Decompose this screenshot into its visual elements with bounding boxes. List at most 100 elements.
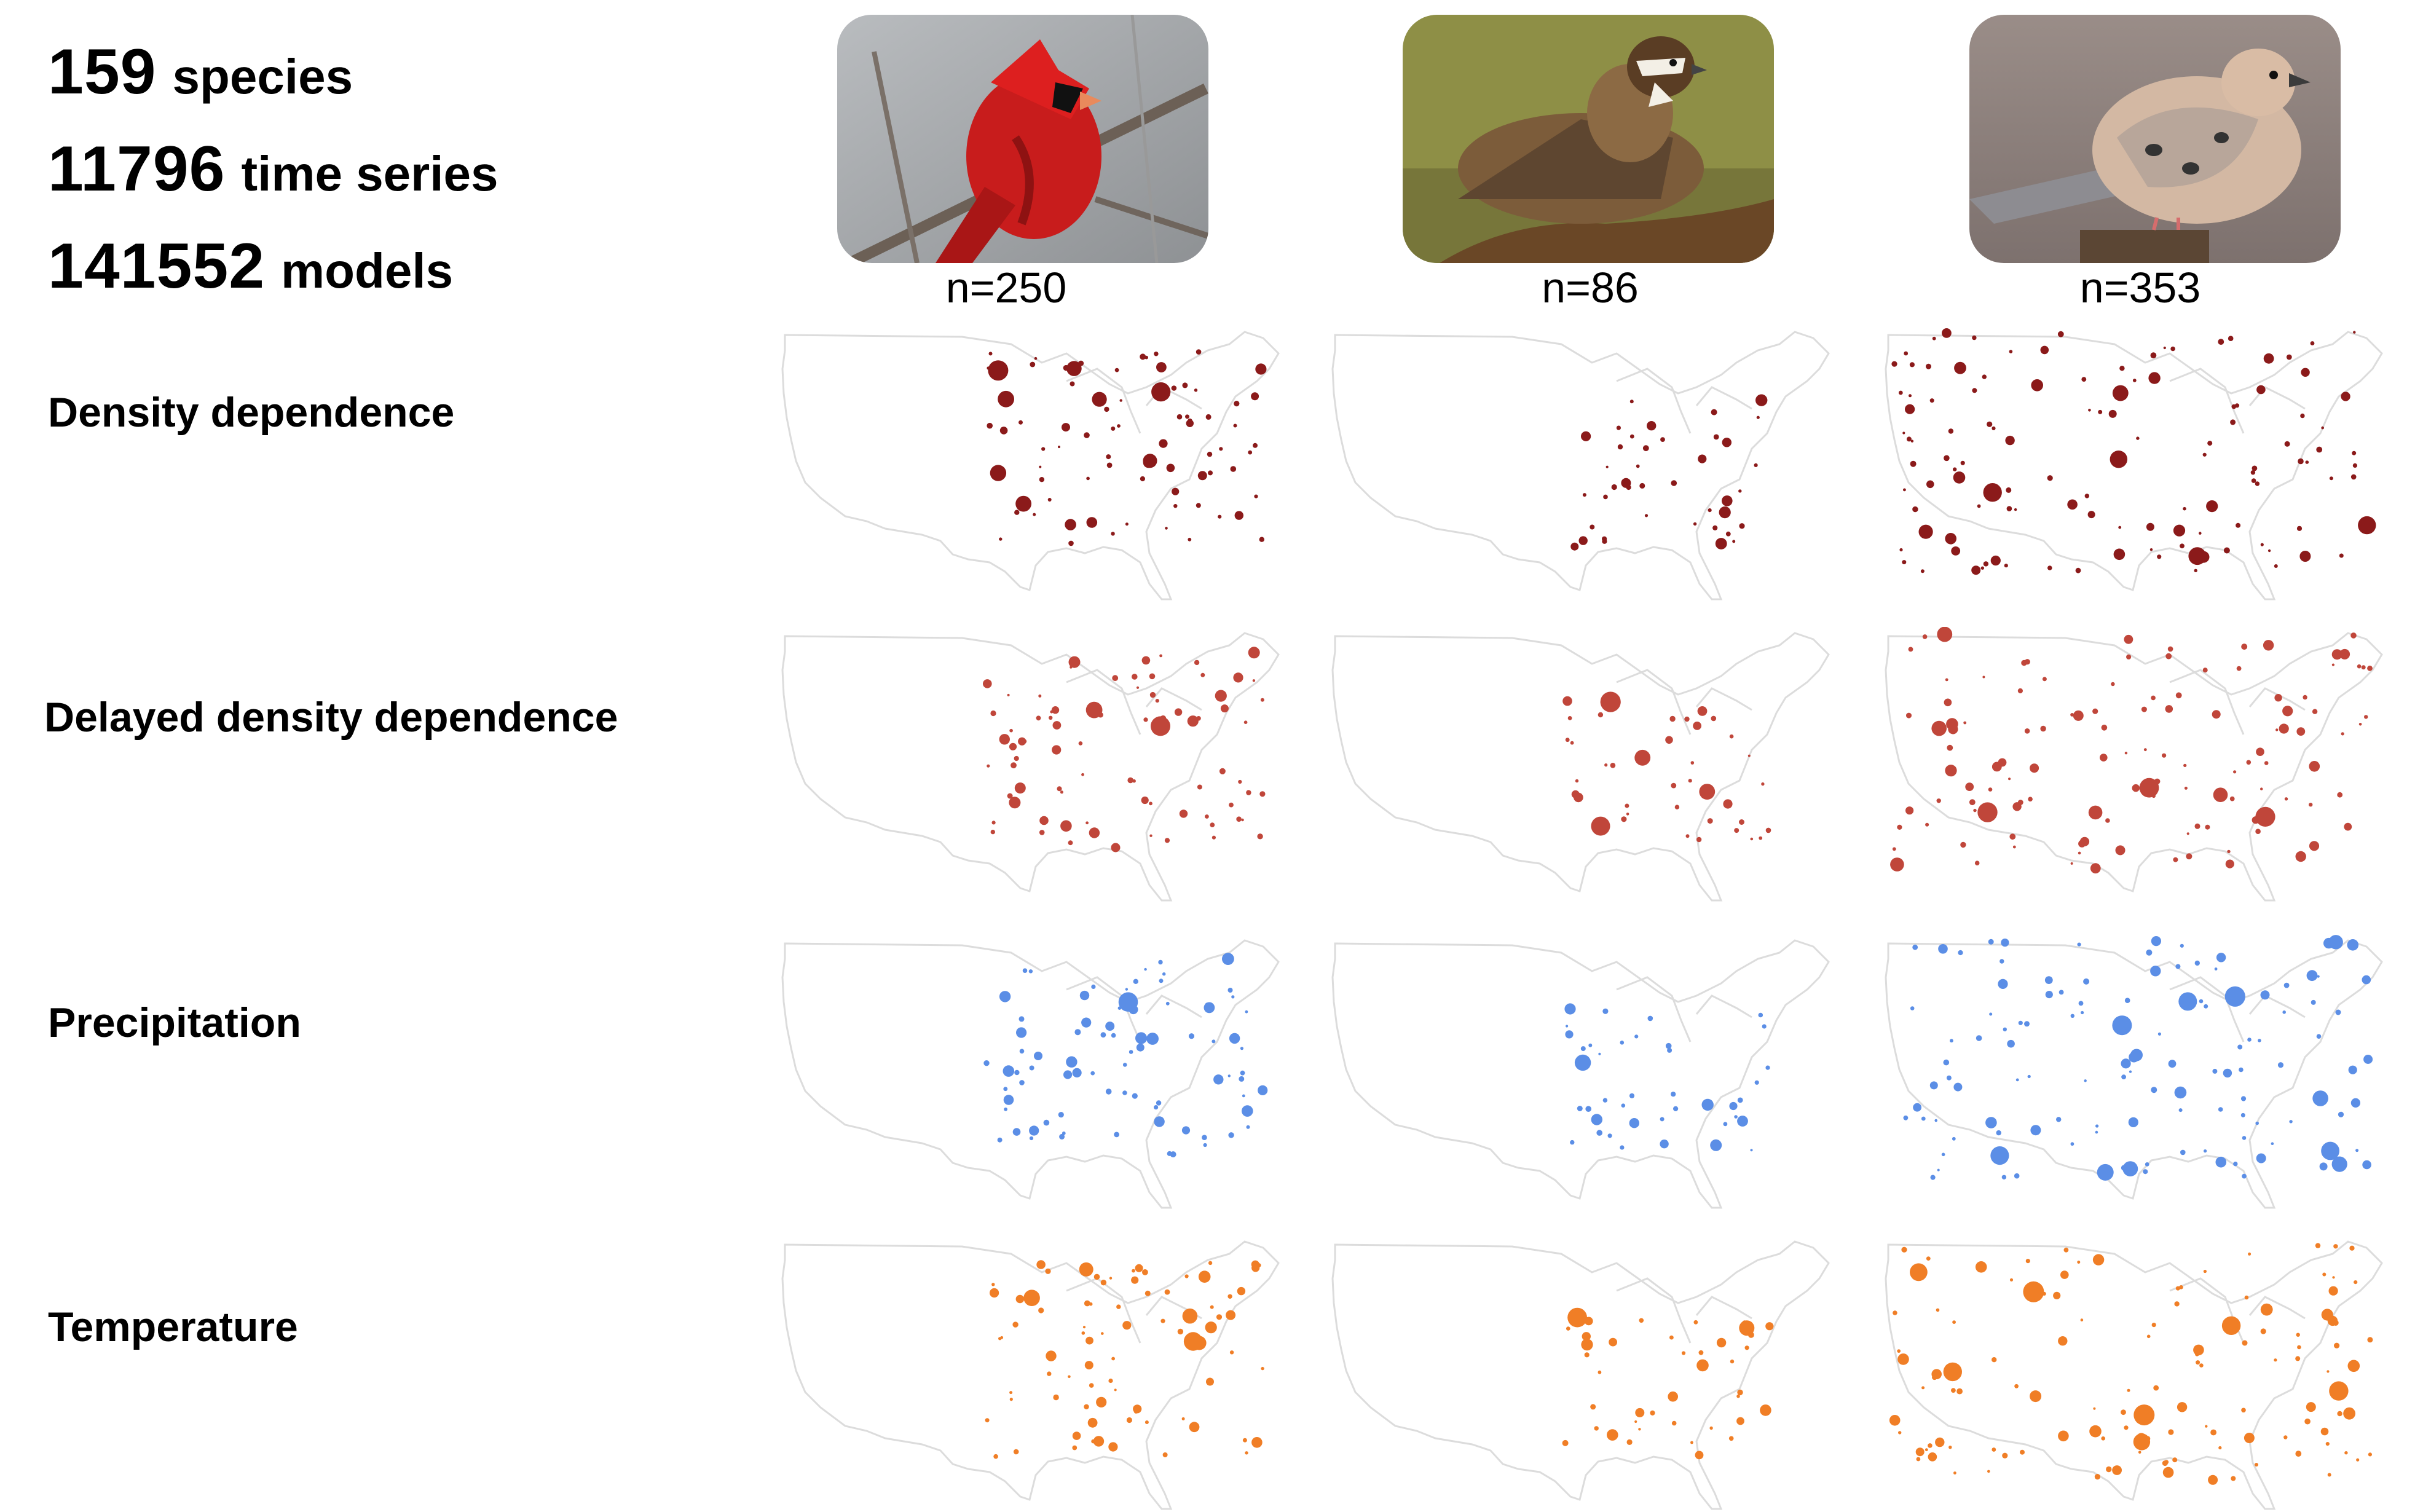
site-dot	[1999, 959, 2004, 964]
site-dot	[1093, 1436, 1105, 1447]
site-dot	[1228, 1132, 1234, 1138]
site-dot	[1081, 773, 1084, 776]
site-dot	[1598, 712, 1604, 718]
site-dot	[2063, 1247, 2069, 1253]
site-dot	[1243, 720, 1248, 724]
site-dot	[1167, 1151, 1172, 1156]
site-dot	[1948, 1446, 1952, 1449]
site-dot	[1229, 802, 1234, 808]
site-dot	[2045, 991, 2053, 999]
site-dot	[1106, 454, 1111, 460]
site-dot	[1014, 755, 1019, 762]
species-count: 159 species	[48, 36, 498, 133]
site-dot	[2078, 851, 2081, 855]
site-dot	[1084, 1361, 1093, 1370]
site-dot	[2341, 732, 2344, 736]
site-dot	[1729, 734, 1734, 739]
site-dot	[2024, 1021, 2030, 1027]
site-dot	[2070, 1142, 2074, 1146]
site-dot	[2053, 1291, 2061, 1299]
site-dot	[2256, 1153, 2266, 1164]
site-dot	[1155, 699, 1159, 703]
site-dot	[1181, 1126, 1191, 1135]
site-dot	[1208, 470, 1213, 476]
site-dot	[2255, 1121, 2259, 1125]
site-dot	[2328, 1286, 2338, 1296]
site-dot	[2282, 1010, 2286, 1014]
site-dot	[2286, 354, 2292, 360]
site-dot	[1111, 843, 1121, 852]
site-dot	[1697, 706, 1708, 716]
site-dot	[1009, 742, 1017, 750]
site-dot	[1909, 362, 1915, 368]
site-dot	[2260, 787, 2263, 790]
site-dot	[1164, 838, 1170, 843]
site-dot	[2014, 1173, 2020, 1179]
site-dot	[1151, 716, 1170, 736]
site-dot	[1629, 1118, 1639, 1128]
site-dot	[2239, 1067, 2244, 1073]
site-dot	[1992, 1447, 1996, 1452]
site-dot	[2202, 667, 2208, 673]
site-dot	[1143, 457, 1154, 468]
map-dove-density	[1881, 326, 2397, 602]
site-dot	[1012, 1128, 1021, 1136]
site-dot	[1696, 837, 1702, 843]
site-dot	[2354, 1280, 2358, 1285]
site-dot	[1238, 779, 1242, 784]
site-dot	[1192, 1336, 1207, 1350]
site-dot	[1078, 741, 1083, 746]
map-quail-temperature	[1328, 1235, 1844, 1512]
site-dot	[2132, 379, 2137, 382]
site-dot	[1762, 1024, 1767, 1029]
site-dot	[1937, 1168, 1940, 1171]
site-dot	[2223, 547, 2230, 554]
site-dot	[2221, 1316, 2241, 1335]
site-dot	[2004, 564, 2008, 568]
site-dot	[1009, 728, 1013, 733]
site-dot	[2368, 1452, 2372, 1457]
site-dot	[1226, 1310, 1236, 1320]
site-dot	[2295, 1356, 2301, 1361]
site-dot	[1108, 1378, 1113, 1384]
site-dot	[2271, 1142, 2274, 1145]
site-dot	[1603, 494, 1608, 500]
site-dot	[2067, 499, 2078, 510]
site-dot	[1207, 451, 1213, 457]
site-dot	[1671, 1092, 1676, 1097]
site-dot	[1671, 1420, 1677, 1426]
quail-photo	[1403, 15, 1774, 263]
site-dot	[1146, 1033, 1159, 1045]
site-dot	[1693, 522, 1697, 526]
site-dot	[2014, 1384, 2019, 1388]
site-dot	[1173, 504, 1178, 508]
site-dot	[2112, 1465, 2122, 1475]
site-dot	[1205, 414, 1212, 420]
site-dot	[2362, 975, 2371, 985]
site-dot	[1906, 436, 1912, 442]
site-dot	[987, 366, 990, 370]
site-dot	[2296, 1333, 2300, 1337]
site-dot	[1739, 819, 1744, 825]
site-dot	[1734, 828, 1739, 833]
site-dot	[1755, 394, 1768, 406]
site-dot	[990, 465, 1007, 481]
site-dot	[2047, 565, 2052, 570]
site-dot	[1136, 686, 1140, 689]
site-dot	[1723, 799, 1733, 809]
site-dot	[1567, 716, 1572, 720]
site-dot	[2178, 992, 2197, 1011]
site-dot	[1196, 716, 1201, 721]
site-dot	[1049, 715, 1053, 720]
site-dot	[2003, 1027, 2007, 1031]
site-dot	[1929, 1081, 1938, 1090]
site-dot	[1004, 1107, 1007, 1111]
site-dot	[2327, 1473, 2331, 1477]
site-dot	[2070, 862, 2073, 865]
site-dot	[1101, 1332, 1104, 1335]
site-dot	[1987, 1470, 1990, 1473]
site-dot	[1029, 1136, 1034, 1141]
site-dot	[2124, 1425, 2129, 1430]
site-dot	[2207, 441, 2213, 446]
site-dot	[1016, 1027, 1027, 1038]
